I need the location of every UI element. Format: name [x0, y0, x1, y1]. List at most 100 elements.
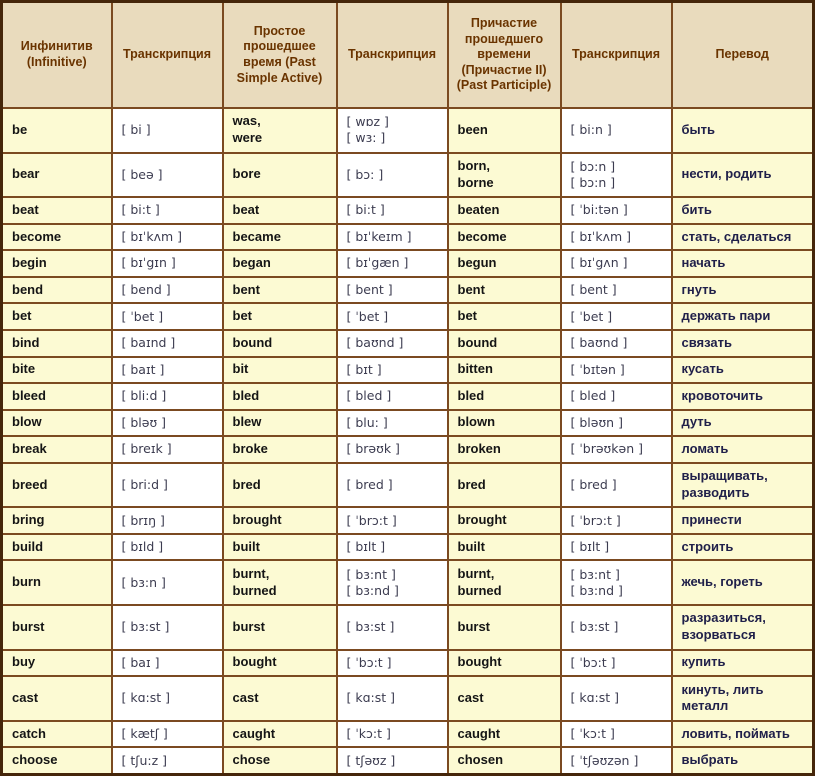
transcription-cell: [ bɜ:nt ][ bɜ:nd ] — [559, 559, 673, 607]
transcription-cell: [ bɜ:nt ][ bɜ:nd ] — [335, 559, 449, 607]
transcription-cell: [ kætʃ ] — [110, 719, 224, 749]
verb-row: bind [ baɪnd ] bound [ baʊnd ] bound [ b… — [0, 328, 815, 358]
translation-cell: выбрать — [670, 746, 815, 776]
verb-row: cast [ kɑ:st ] cast [ kɑ:st ] cast [ kɑ:… — [0, 675, 815, 722]
translation-cell: выращивать, разводить — [670, 461, 815, 509]
transcription-cell: [ bɪt ] — [335, 355, 449, 385]
transcription-cell: [ baʊnd ] — [335, 328, 449, 358]
transcription-cell: [ tʃu:z ] — [110, 746, 224, 776]
infinitive-cell: cast — [0, 675, 113, 722]
verb-row: become [ bɪˈkʌm ] became [ bɪˈkeɪm ] bec… — [0, 222, 815, 252]
translation-cell: разразиться, взорваться — [670, 604, 815, 651]
infinitive-cell: build — [0, 532, 113, 562]
col-header-transcription-2: Транскрипция — [335, 0, 449, 109]
past-participle-cell: chosen — [446, 746, 562, 776]
infinitive-cell: catch — [0, 719, 113, 749]
past-simple-cell: broke — [221, 435, 338, 464]
col-header-translation: Перевод — [670, 0, 815, 109]
past-simple-cell: bred — [221, 461, 338, 509]
verb-row: bring [ brɪŋ ] brought [ ˈbrɔ:t ] brough… — [0, 506, 815, 535]
past-simple-cell: brought — [221, 506, 338, 535]
past-simple-cell: bought — [221, 648, 338, 678]
past-simple-cell: caught — [221, 719, 338, 749]
translation-cell: ломать — [670, 435, 815, 464]
transcription-cell: [ bri:d ] — [110, 461, 224, 509]
verb-row: burst [ bɜ:st ] burst [ bɜ:st ] burst [ … — [0, 604, 815, 651]
table-body: be [ bi ] was, were [ wɒz ][ wɜ: ] been [… — [0, 107, 815, 776]
translation-cell: держать пари — [670, 302, 815, 331]
infinitive-cell: begin — [0, 249, 113, 278]
transcription-cell: [ bɜ:st ] — [335, 604, 449, 651]
transcription-cell: [ brəʊk ] — [335, 435, 449, 464]
verb-row: bleed [ bli:d ] bled [ bled ] bled [ ble… — [0, 382, 815, 411]
past-participle-cell: become — [446, 222, 562, 252]
transcription-cell: [ bɜ:st ] — [110, 604, 224, 651]
transcription-cell: [ kɑ:st ] — [335, 675, 449, 722]
translation-cell: стать, сделаться — [670, 222, 815, 252]
transcription-cell: [ bent ] — [335, 275, 449, 305]
infinitive-cell: breed — [0, 461, 113, 509]
transcription-cell: [ baɪnd ] — [110, 328, 224, 358]
past-participle-cell: been — [446, 107, 562, 154]
past-simple-cell: built — [221, 532, 338, 562]
transcription-cell: [ bɪˈkeɪm ] — [335, 222, 449, 252]
col-header-transcription-3: Транскрипция — [559, 0, 673, 109]
past-simple-cell: bore — [221, 151, 338, 199]
transcription-cell: [ bred ] — [335, 461, 449, 509]
translation-cell: ловить, поймать — [670, 719, 815, 749]
translation-cell: быть — [670, 107, 815, 154]
past-participle-cell: bet — [446, 302, 562, 331]
transcription-cell: [ bi:t ] — [110, 196, 224, 225]
transcription-cell: [ bi:t ] — [335, 196, 449, 225]
transcription-cell: [ ˈbrɔ:t ] — [335, 506, 449, 535]
transcription-cell: [ kɑ:st ] — [110, 675, 224, 722]
transcription-cell: [ wɒz ][ wɜ: ] — [335, 107, 449, 154]
past-simple-cell: was, were — [221, 107, 338, 154]
past-participle-cell: broken — [446, 435, 562, 464]
transcription-cell: [ bli:d ] — [110, 382, 224, 411]
translation-cell: связать — [670, 328, 815, 358]
translation-cell: жечь, гореть — [670, 559, 815, 607]
transcription-cell: [ bred ] — [559, 461, 673, 509]
past-simple-cell: blew — [221, 408, 338, 438]
transcription-cell: [ ˈbi:tən ] — [559, 196, 673, 225]
past-simple-cell: began — [221, 249, 338, 278]
transcription-cell: [ blu: ] — [335, 408, 449, 438]
past-participle-cell: bought — [446, 648, 562, 678]
past-participle-cell: begun — [446, 249, 562, 278]
transcription-cell: [ brɪŋ ] — [110, 506, 224, 535]
past-participle-cell: burst — [446, 604, 562, 651]
transcription-cell: [ bled ] — [559, 382, 673, 411]
translation-cell: начать — [670, 249, 815, 278]
translation-cell: кровоточить — [670, 382, 815, 411]
transcription-cell: [ bɪld ] — [110, 532, 224, 562]
past-simple-cell: burst — [221, 604, 338, 651]
past-participle-cell: cast — [446, 675, 562, 722]
translation-cell: нести, родить — [670, 151, 815, 199]
verb-row: build [ bɪld ] built [ bɪlt ] built [ bɪ… — [0, 532, 815, 562]
past-participle-cell: blown — [446, 408, 562, 438]
past-simple-cell: bet — [221, 302, 338, 331]
transcription-cell: [ bi ] — [110, 107, 224, 154]
past-simple-cell: bound — [221, 328, 338, 358]
translation-cell: бить — [670, 196, 815, 225]
past-simple-cell: cast — [221, 675, 338, 722]
transcription-cell: [ bɪˈgʌn ] — [559, 249, 673, 278]
transcription-cell: [ ˈbet ] — [110, 302, 224, 331]
verb-row: blow [ bləʊ ] blew [ blu: ] blown [ bləʊ… — [0, 408, 815, 438]
transcription-cell: [ bɪˈgɪn ] — [110, 249, 224, 278]
past-participle-cell: built — [446, 532, 562, 562]
transcription-cell: [ bi:n ] — [559, 107, 673, 154]
past-participle-cell: burnt, burned — [446, 559, 562, 607]
past-participle-cell: bred — [446, 461, 562, 509]
infinitive-cell: bet — [0, 302, 113, 331]
verb-row: begin [ bɪˈgɪn ] began [ bɪˈgæn ] begun … — [0, 249, 815, 278]
translation-cell: гнуть — [670, 275, 815, 305]
verb-row: beat [ bi:t ] beat [ bi:t ] beaten [ ˈbi… — [0, 196, 815, 225]
past-participle-cell: bent — [446, 275, 562, 305]
infinitive-cell: buy — [0, 648, 113, 678]
verb-row: bear [ beə ] bore [ bɔ: ] born, borne [ b… — [0, 151, 815, 199]
transcription-cell: [ baɪt ] — [110, 355, 224, 385]
transcription-cell: [ ˈbɔ:t ] — [559, 648, 673, 678]
table-header: Инфинитив (Infinitive) Транскрипция Прос… — [0, 0, 815, 109]
